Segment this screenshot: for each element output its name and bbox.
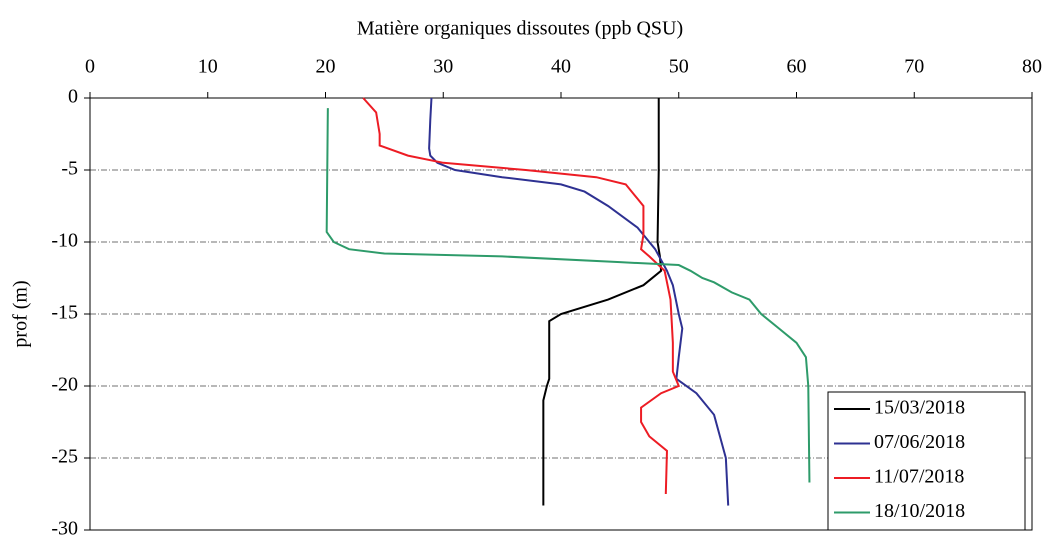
x-tick-label: 70: [904, 56, 924, 78]
legend-box: [827, 391, 1026, 531]
y-tick-label: -25: [51, 446, 78, 468]
x-axis-label: Matière organiques dissoutes (ppb QSU): [357, 18, 683, 40]
x-tick-label: 80: [1022, 56, 1042, 78]
x-tick-label: 20: [316, 56, 336, 78]
x-tick-label: 40: [551, 56, 571, 78]
y-tick-label: -30: [51, 518, 78, 537]
series-line: [542, 98, 663, 506]
series-line: [325, 108, 811, 483]
y-axis-label: prof (m): [10, 280, 32, 347]
y-tick-label: -15: [51, 302, 78, 324]
x-tick-label: 60: [787, 56, 807, 78]
series-line: [428, 97, 730, 506]
legend-label: 15/03/2018: [874, 397, 965, 419]
y-tick-label: -5: [61, 158, 78, 180]
series-line: [362, 97, 681, 495]
y-tick-label: 0: [68, 86, 78, 108]
legend-label: 11/07/2018: [874, 466, 964, 488]
plot-frame: [89, 97, 1033, 531]
legend-label: 18/10/2018: [874, 500, 965, 522]
x-tick-label: 0: [85, 56, 95, 78]
x-tick-label: 30: [433, 56, 453, 78]
y-tick-label: -10: [51, 230, 78, 252]
x-tick-label: 50: [669, 56, 689, 78]
x-tick-label: 10: [198, 56, 218, 78]
legend-label: 07/06/2018: [874, 431, 965, 453]
y-tick-label: -20: [51, 374, 78, 396]
